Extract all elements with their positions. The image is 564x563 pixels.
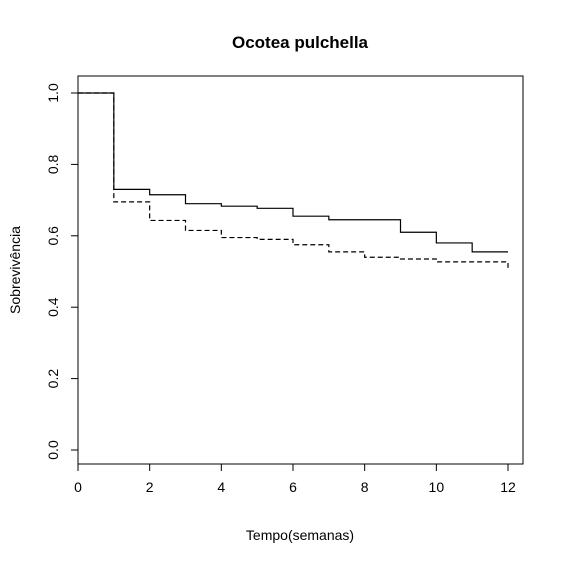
x-tick-label: 10	[429, 479, 445, 495]
y-tick-label: 0.0	[45, 440, 61, 460]
survival-curve-dashed	[78, 92, 509, 268]
y-tick-label: 1.0	[45, 83, 61, 103]
chart-title: Ocotea pulchella	[232, 33, 369, 52]
x-axis: 0 2 4 6 8 10 12	[74, 464, 516, 495]
survival-curves	[78, 92, 509, 268]
y-tick-label: 0.2	[45, 369, 61, 389]
y-tick-label: 0.8	[45, 154, 61, 174]
x-tick-label: 8	[361, 479, 369, 495]
x-axis-label: Tempo(semanas)	[246, 527, 354, 543]
x-tick-label: 6	[289, 479, 297, 495]
survival-curve-solid	[78, 92, 508, 253]
y-tick-label: 0.6	[45, 226, 61, 246]
y-axis: 0.0 0.2 0.4 0.6 0.8 1.0	[45, 83, 78, 460]
plot-frame	[77, 75, 524, 465]
y-tick-label: 0.4	[45, 297, 61, 317]
x-tick-label: 2	[146, 479, 154, 495]
y-axis-label: Sobrevivência	[7, 226, 23, 314]
x-tick-label: 4	[217, 479, 225, 495]
x-tick-label: 12	[500, 479, 516, 495]
x-tick-label: 0	[74, 479, 82, 495]
